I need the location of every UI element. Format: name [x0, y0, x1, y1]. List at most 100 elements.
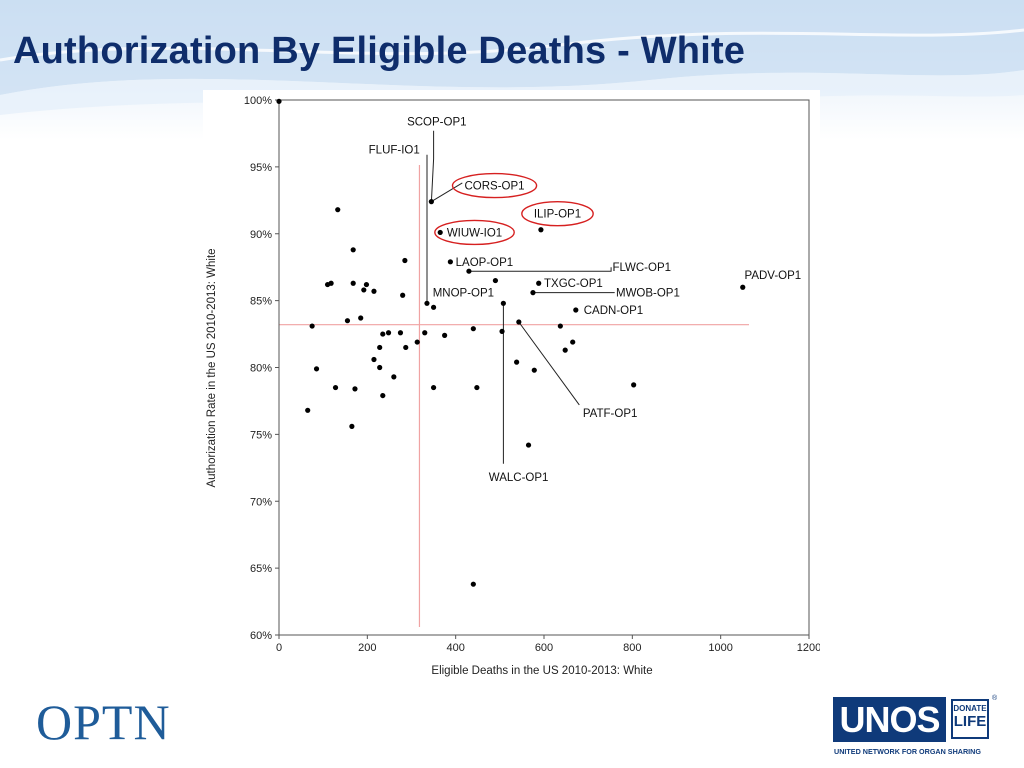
y-tick-label: 65% — [250, 563, 272, 575]
y-tick-label: 90% — [250, 229, 272, 241]
data-point — [344, 318, 351, 324]
data-point — [403, 344, 409, 351]
label-leader-line — [430, 130, 435, 202]
y-tick-label: 60% — [250, 630, 272, 642]
unos-logo: UNOS DONATE LIFE ® UNITED NETWORK FOR OR… — [833, 695, 998, 759]
data-point — [470, 581, 476, 587]
y-tick-label: 80% — [250, 363, 272, 375]
y-tick-label: 95% — [250, 162, 272, 174]
data-point — [430, 384, 437, 391]
data-point-labeled — [516, 319, 522, 325]
data-point — [349, 423, 355, 429]
data-point-labeled — [573, 307, 579, 313]
data-point-labeled — [492, 277, 499, 284]
data-point — [363, 281, 370, 288]
data-point — [350, 247, 356, 253]
x-tick-label: 400 — [446, 642, 464, 654]
donate-life-badge: DONATE LIFE — [951, 699, 989, 739]
data-point-labeled — [447, 259, 453, 265]
data-point-labeled — [536, 280, 542, 286]
data-point — [400, 292, 406, 298]
data-point — [562, 347, 568, 353]
data-point — [328, 280, 334, 286]
data-point-labeled — [530, 290, 536, 296]
donate-life-bottom-text: LIFE — [953, 713, 987, 730]
x-tick-label: 600 — [535, 642, 553, 654]
data-point — [514, 359, 520, 365]
point-label: TXGC-OP1 — [544, 278, 603, 290]
x-axis-title: Eligible Deaths in the US 2010-2013: Whi… — [431, 665, 652, 677]
data-point — [309, 323, 315, 329]
y-tick-label: 85% — [250, 296, 272, 308]
unos-tagline: UNITED NETWORK FOR ORGAN SHARING — [834, 747, 981, 756]
data-point — [499, 328, 505, 334]
data-point — [474, 384, 480, 391]
data-point-labeled — [424, 300, 430, 306]
data-point — [385, 330, 392, 336]
reference-lines-layer — [279, 165, 749, 627]
data-point — [350, 280, 356, 286]
point-label: PADV-OP1 — [745, 270, 802, 282]
data-point — [335, 207, 341, 213]
data-point — [358, 315, 364, 321]
point-label: FLWC-OP1 — [612, 262, 671, 274]
data-point — [361, 287, 367, 293]
data-point — [570, 339, 576, 345]
x-tick-label: 0 — [276, 642, 282, 654]
data-point — [631, 382, 637, 388]
highlight-ellipse — [451, 172, 538, 199]
data-point-labeled — [538, 227, 544, 233]
data-point-labeled — [430, 304, 437, 310]
point-label: PATF-OP1 — [583, 408, 638, 420]
point-label: CADN-OP1 — [584, 305, 643, 317]
y-axis-title: Authorization Rate in the US 2010-2013: … — [206, 248, 218, 487]
data-point — [470, 326, 476, 332]
optn-logo: OPTN — [36, 694, 171, 750]
data-point — [391, 374, 397, 380]
x-tick-label: 200 — [358, 642, 376, 654]
data-point — [557, 323, 563, 329]
point-label: SCOP-OP1 — [407, 116, 466, 128]
point-labels-layer: SCOP-OP1 FLUF-IO1 CORS-OP1 ILIP-OP1 WIUW-IO1… — [369, 116, 802, 484]
donate-life-top-text: DONATE — [953, 704, 987, 713]
tick-layer: 0 200 400 600 800 1000 1200 60% 65% 70% 75% 80% 85% 9… — [244, 95, 820, 654]
scatter-chart-panel: 0 200 400 600 800 1000 1200 60% 65% 70% 75% 80% 85% 9… — [203, 90, 820, 690]
data-point-labeled — [740, 284, 746, 290]
data-point-labeled — [428, 199, 434, 205]
data-point — [371, 288, 377, 294]
data-point — [525, 442, 532, 448]
label-leader-line — [468, 267, 612, 272]
data-point — [371, 356, 377, 363]
y-tick-label: 100% — [244, 95, 272, 107]
data-point — [531, 367, 537, 373]
data-point — [377, 344, 383, 351]
y-tick-label: 70% — [250, 496, 272, 508]
data-point — [332, 384, 339, 391]
data-point — [402, 257, 408, 264]
point-label: WIUW-IO1 — [447, 227, 502, 239]
data-point — [422, 330, 428, 336]
data-point — [397, 330, 404, 336]
slide-title: Authorization By Eligible Deaths - White — [13, 30, 746, 72]
x-tick-label: 1200 — [797, 642, 820, 654]
plot-frame — [278, 99, 810, 636]
point-label: MNOP-OP1 — [433, 288, 494, 300]
unos-wordmark: UNOS — [833, 697, 946, 742]
data-point-labeled — [466, 268, 472, 274]
data-point — [313, 366, 320, 372]
x-tick-label: 800 — [623, 642, 641, 654]
point-label: FLUF-IO1 — [369, 144, 420, 156]
data-point-labeled — [500, 300, 506, 306]
label-leader-line — [431, 182, 463, 203]
highlight-ellipse — [521, 200, 594, 227]
point-label: WALC-OP1 — [489, 472, 549, 484]
data-point — [442, 332, 448, 338]
data-point — [276, 98, 282, 104]
data-point — [352, 386, 358, 392]
data-point — [414, 339, 420, 345]
axes-layer — [278, 99, 810, 636]
point-label: MWOB-OP1 — [616, 288, 680, 300]
points-layer — [276, 98, 746, 587]
data-point — [380, 392, 386, 399]
